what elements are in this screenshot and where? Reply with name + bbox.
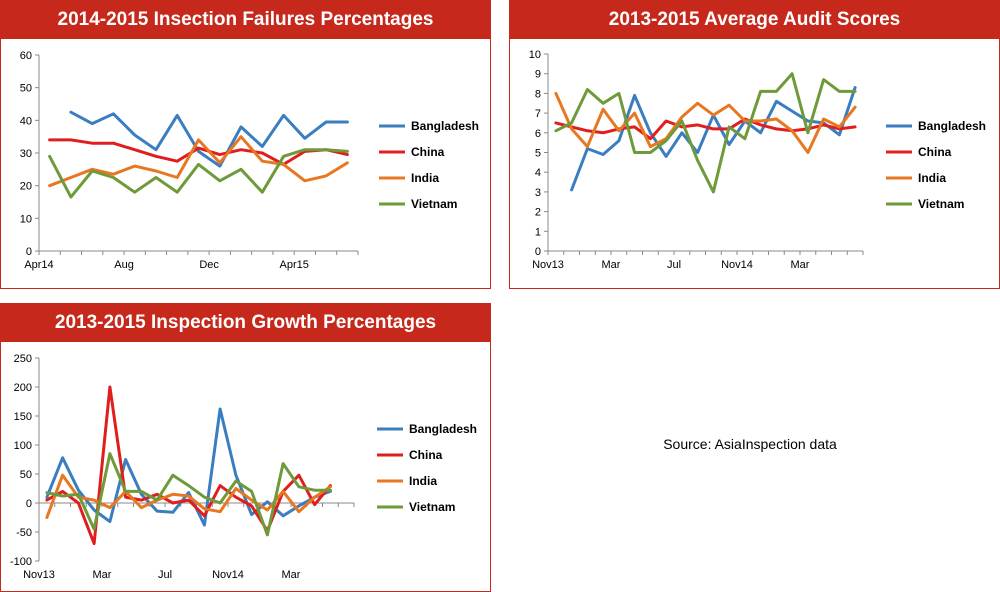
x-tick-label: Nov13 <box>532 259 564 271</box>
x-tick-label: Mar <box>791 259 810 271</box>
y-tick-label: 8 <box>535 88 541 100</box>
y-tick-label: 40 <box>20 115 32 127</box>
y-tick-label: 250 <box>14 353 32 365</box>
series-line-india <box>48 135 349 188</box>
legend-label-india: India <box>411 171 439 185</box>
series-line-india <box>45 473 332 519</box>
y-tick-label: 20 <box>20 181 32 193</box>
y-tick-label: 0 <box>26 498 32 510</box>
inspection-failures-chart: 0 10 20 30 40 50 60 Apr14 Aug Dec Apr15 Bangladesh C… <box>20 50 479 271</box>
legend-label-bangladesh: Bangladesh <box>409 422 477 436</box>
legend-label-china: China <box>411 145 445 159</box>
series-line-vietnam <box>48 148 349 199</box>
legend-label-vietnam: Vietnam <box>918 197 964 211</box>
y-tick-label: 4 <box>535 167 541 179</box>
legend-label-india: India <box>918 171 946 185</box>
y-tick-label: 200 <box>14 382 32 394</box>
chart-title-inspection-failures: 2014-2015 Insection Failures Percentages <box>1 1 490 39</box>
legend-label-vietnam: Vietnam <box>411 197 457 211</box>
series-line-bangladesh <box>69 110 349 168</box>
x-tick-label: Nov13 <box>23 569 55 581</box>
y-tick-label: 50 <box>20 469 32 481</box>
chart-panel-audit-scores: 2013-2015 Average Audit Scores 0 1 2 3 4 5 6 7 8… <box>509 0 1000 289</box>
y-tick-label: 100 <box>14 440 32 452</box>
legend-label-india: India <box>409 474 437 488</box>
y-tick-label: 1 <box>535 226 541 238</box>
legend-label-bangladesh: Bangladesh <box>918 119 986 133</box>
y-tick-label: 150 <box>14 411 32 423</box>
y-tick-label: -100 <box>10 556 32 568</box>
series-line-china <box>554 117 857 141</box>
legend-label-china: China <box>409 448 443 462</box>
series-line-vietnam <box>554 72 857 194</box>
x-tick-label: Apr14 <box>24 259 53 271</box>
series-line-china <box>48 138 349 166</box>
y-tick-label: 0 <box>26 246 32 258</box>
x-tick-label: Dec <box>199 259 219 271</box>
y-tick-label: -50 <box>16 527 32 539</box>
series-line-india <box>554 91 857 154</box>
x-tick-label: Mar <box>602 259 621 271</box>
audit-scores-chart: 0 1 2 3 4 5 6 7 8 9 10 Nov13 Mar Jul Nov14 Mar Banglades… <box>529 49 986 271</box>
y-tick-label: 30 <box>20 148 32 160</box>
inspection-growth-chart: -100 -50 0 50 100 150 200 250 Nov13 Mar Jul Nov14 Ma… <box>10 353 477 581</box>
y-tick-label: 9 <box>535 69 541 81</box>
x-tick-label: Mar <box>93 569 112 581</box>
y-tick-label: 10 <box>529 49 541 61</box>
y-tick-label: 0 <box>535 246 541 258</box>
y-tick-label: 2 <box>535 207 541 219</box>
y-tick-label: 3 <box>535 187 541 199</box>
x-tick-label: Jul <box>158 569 172 581</box>
x-tick-label: Nov14 <box>721 259 753 271</box>
x-tick-label: Apr15 <box>280 259 309 271</box>
y-tick-label: 6 <box>535 128 541 140</box>
y-tick-label: 5 <box>535 148 541 160</box>
series-line-bangladesh <box>45 407 332 527</box>
chart-panel-inspection-failures: 2014-2015 Insection Failures Percentages… <box>0 0 491 289</box>
x-tick-label: Nov14 <box>212 569 244 581</box>
legend-label-vietnam: Vietnam <box>409 500 455 514</box>
y-tick-label: 10 <box>20 213 32 225</box>
y-tick-label: 7 <box>535 108 541 120</box>
chart-panel-inspection-growth: 2013-2015 Inspection Growth Percentages … <box>0 303 491 592</box>
chart-title-inspection-growth: 2013-2015 Inspection Growth Percentages <box>1 304 490 342</box>
x-tick-label: Jul <box>667 259 681 271</box>
legend-label-china: China <box>918 145 952 159</box>
x-tick-label: Aug <box>114 259 134 271</box>
y-tick-label: 50 <box>20 83 32 95</box>
y-tick-label: 60 <box>20 50 32 62</box>
series-line-bangladesh <box>570 86 857 192</box>
x-tick-label: Mar <box>282 569 301 581</box>
series-line-vietnam <box>45 452 332 537</box>
chart-title-audit-scores: 2013-2015 Average Audit Scores <box>510 1 999 39</box>
legend-label-bangladesh: Bangladesh <box>411 119 479 133</box>
source-note: Source: AsiaInspection data <box>663 436 837 452</box>
